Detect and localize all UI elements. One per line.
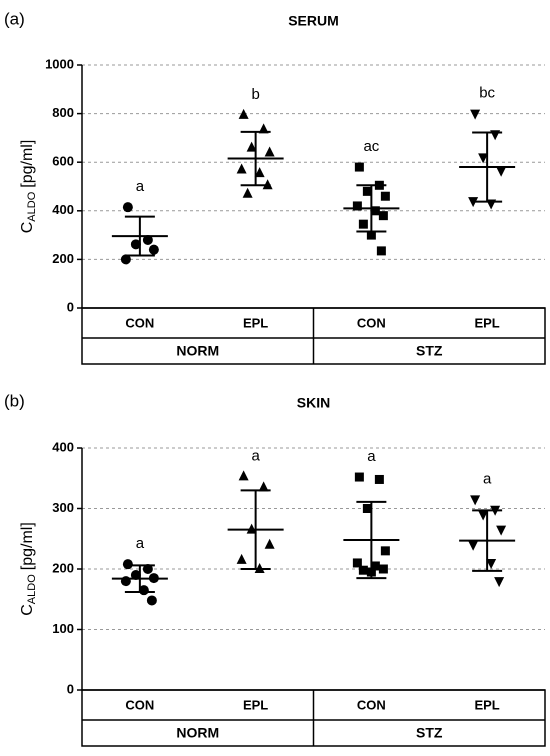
group-label: STZ [416,725,443,741]
data-point [380,191,390,201]
data-point [486,558,497,569]
data-point [242,187,253,198]
y-tick-label: 800 [52,105,74,120]
data-point [258,481,269,492]
data-point [122,559,133,570]
data-point [264,538,275,549]
data-point [496,166,507,177]
data-point [142,564,153,574]
data-point [122,202,133,213]
significance-letter: a [251,447,260,464]
y-tick-label: 0 [67,681,74,696]
panel-label: (b) [4,391,25,410]
significance-letter: b [251,86,259,103]
data-point [352,558,362,568]
y-tick-label: 400 [52,439,74,454]
data-point [370,206,380,216]
y-label-unit: [pg/ml] [19,140,36,188]
data-point [470,495,481,506]
data-point [238,108,249,119]
data-point [236,163,247,174]
significance-letter: ac [363,138,379,155]
x-tick-label: CON [357,315,386,330]
x-tick-label: CON [357,697,386,712]
panel-label: (a) [4,9,25,28]
data-point [468,540,479,551]
data-point [120,576,131,587]
x-tick-label: CON [125,697,154,712]
y-label-sub: ALDO [26,191,38,221]
y-label-unit: [pg/ml] [19,522,36,570]
data-point [120,254,131,265]
data-point [352,201,362,211]
data-point [148,244,159,255]
y-label-main: C [19,604,36,616]
data-point [494,577,505,588]
x-tick-label: EPL [243,697,268,712]
data-point [354,162,364,172]
data-point [354,472,364,482]
x-tick-label: EPL [243,315,268,330]
data-point [366,230,376,240]
data-point [146,595,157,606]
data-point [378,564,388,574]
y-tick-label: 0 [67,299,74,314]
significance-letter: a [136,178,145,195]
y-tick-label: 200 [52,251,74,266]
data-point [362,186,372,196]
data-point [358,219,368,229]
x-tick-label: CON [125,315,154,330]
y-tick-label: 300 [52,500,74,515]
y-tick-label: 100 [52,621,74,636]
y-axis-label: CALDO [pg/ml] [19,140,38,234]
data-point [358,565,368,575]
y-tick-label: 400 [52,202,74,217]
y-tick-label: 600 [52,154,74,169]
data-point [470,109,481,120]
data-point [142,234,153,245]
group-label: STZ [416,343,443,359]
data-point [264,146,275,157]
data-point [238,470,249,481]
data-point [236,553,247,564]
significance-letter: a [483,470,492,487]
data-point [246,141,257,152]
x-tick-label: EPL [474,697,499,712]
data-point [130,239,141,250]
chart-title: SKIN [297,395,330,411]
x-tick-label: EPL [474,315,499,330]
data-point [130,570,141,581]
y-axis-label: CALDO [pg/ml] [19,522,38,616]
chart-title: SERUM [288,13,339,29]
data-point [478,510,489,521]
data-point [496,525,507,536]
data-point [370,561,380,571]
y-tick-label: 200 [52,560,74,575]
significance-letter: a [136,535,145,552]
y-label-sub: ALDO [26,574,38,604]
data-point [362,504,372,513]
data-point [478,153,489,164]
group-label: NORM [176,343,219,359]
significance-letter: bc [479,85,495,102]
significance-letter: a [367,448,376,465]
y-label-main: C [19,222,36,234]
data-point [254,167,265,178]
y-tick-label: 1000 [45,56,74,71]
data-point [374,474,384,484]
data-point [376,246,386,256]
data-point [380,546,390,556]
group-label: NORM [176,725,219,741]
data-point [378,211,388,221]
